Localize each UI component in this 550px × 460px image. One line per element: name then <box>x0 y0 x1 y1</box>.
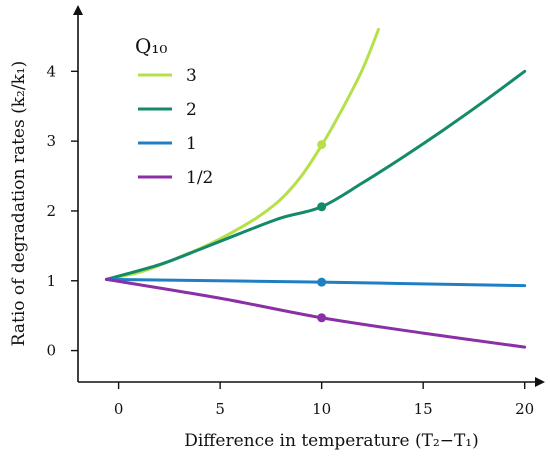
legend-label-q10-2: 2 <box>186 100 197 120</box>
series-line-q10-1-2 <box>104 277 527 349</box>
y-tick-label: 0 <box>46 342 56 360</box>
legend-label-q10-1-2: 1/2 <box>186 168 213 188</box>
y-tick-label: 3 <box>46 132 56 150</box>
legend-title: Q₁₀ <box>135 34 167 58</box>
x-tick-label: 10 <box>312 400 331 418</box>
series-line-q10-3 <box>104 27 381 281</box>
legend-label-q10-3: 3 <box>186 66 197 86</box>
data-point-q10-1-2 <box>317 313 327 323</box>
legend: Q₁₀ 3 2 1 1/2 <box>135 34 213 188</box>
y-tick-label: 1 <box>46 272 56 290</box>
axes: 0 5 10 15 20 0 1 2 3 4 <box>46 5 545 418</box>
x-tick-label: 5 <box>215 400 225 418</box>
legend-label-q10-1: 1 <box>186 134 197 154</box>
y-axis-arrow <box>73 5 83 15</box>
y-axis-title: Ratio of degradation rates (k₂/k₁) <box>9 61 29 347</box>
data-point-q10-2 <box>317 202 327 212</box>
x-tick-label: 20 <box>515 400 534 418</box>
x-axis-arrow <box>535 377 545 387</box>
x-tick-label: 15 <box>414 400 433 418</box>
y-tick-label: 2 <box>46 202 56 220</box>
x-tick-label: 0 <box>114 400 124 418</box>
x-axis-title: Difference in temperature (T₂−T₁) <box>184 431 479 451</box>
data-point-q10-1 <box>317 277 327 287</box>
series-line-q10-1 <box>104 277 527 288</box>
y-tick-label: 4 <box>46 62 56 80</box>
series-layer <box>104 27 527 349</box>
data-point-q10-3 <box>317 140 327 150</box>
series-line-q10-2 <box>104 69 527 281</box>
